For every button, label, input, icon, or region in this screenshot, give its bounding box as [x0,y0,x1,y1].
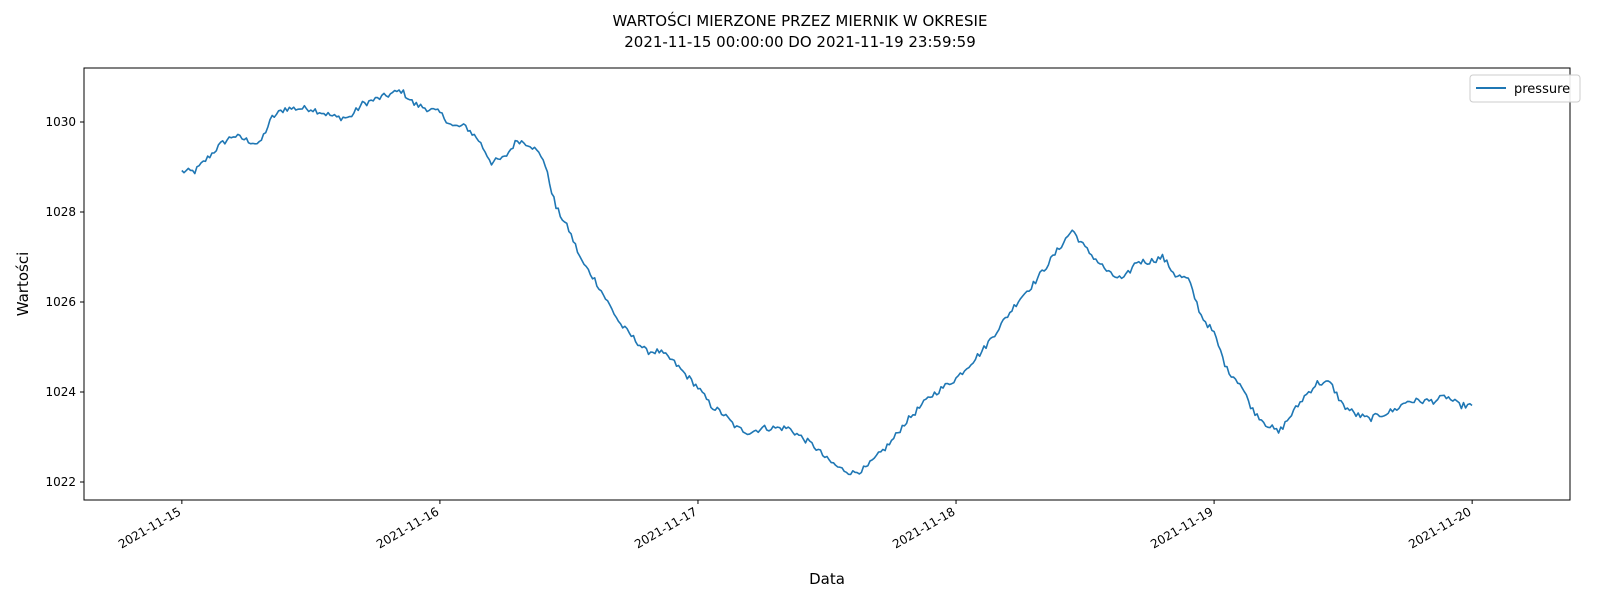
chart-subtitle: 2021-11-15 00:00:00 DO 2021-11-19 23:59:… [624,33,976,51]
y-tick-label: 1030 [45,115,76,129]
legend: pressure [1469,74,1581,103]
x-tick-label: 2021-11-16 [374,504,441,551]
y-tick-label: 1028 [45,205,76,219]
y-tick-label: 1026 [45,295,76,309]
x-tick-label: 2021-11-19 [1148,504,1215,551]
x-tick-label: 2021-11-18 [890,504,957,551]
y-axis-label: Wartości [14,252,32,317]
x-axis-label: Data [809,570,845,588]
plot-frame [83,67,1571,501]
series-layer [181,89,1473,476]
x-tick-label: 2021-11-15 [116,504,183,551]
series-line-pressure [181,89,1473,476]
legend-box [1469,74,1581,103]
x-tick-label: 2021-11-20 [1406,504,1473,551]
chart-title: WARTOŚCI MIERZONE PRZEZ MIERNIK W OKRESI… [613,11,988,30]
y-tick-label: 1024 [45,385,76,399]
legend-label: pressure [1514,82,1570,97]
x-tick-label: 2021-11-17 [632,504,699,551]
y-tick-label: 1022 [45,475,76,489]
axis-ticks: 1022 1024 1026 1028 1030 2021-11-15 2021-11-16… [45,115,1473,551]
